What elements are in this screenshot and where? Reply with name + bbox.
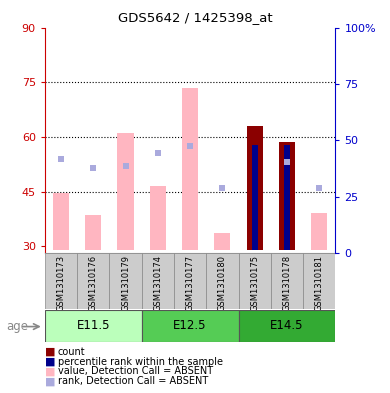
Text: ■: ■ <box>45 356 55 367</box>
Text: GSM1310181: GSM1310181 <box>315 255 324 311</box>
Text: E14.5: E14.5 <box>270 319 304 332</box>
Bar <box>110 253 142 309</box>
Text: E11.5: E11.5 <box>76 319 110 332</box>
Text: count: count <box>58 347 85 357</box>
Bar <box>206 253 239 309</box>
Bar <box>77 253 110 309</box>
Bar <box>174 253 206 309</box>
Text: GSM1310175: GSM1310175 <box>250 255 259 311</box>
Text: GSM1310173: GSM1310173 <box>57 255 66 311</box>
Text: E12.5: E12.5 <box>174 319 207 332</box>
Text: GSM1310176: GSM1310176 <box>89 255 98 311</box>
Bar <box>142 253 174 309</box>
Bar <box>252 145 257 250</box>
Bar <box>303 253 335 309</box>
Text: GSM1310180: GSM1310180 <box>218 255 227 311</box>
Text: GSM1310177: GSM1310177 <box>186 255 195 311</box>
Text: ■: ■ <box>45 366 55 376</box>
Bar <box>311 213 327 250</box>
Text: ■: ■ <box>45 376 55 386</box>
Bar <box>215 233 230 250</box>
Bar <box>150 186 166 250</box>
Bar <box>53 193 69 250</box>
Bar <box>117 133 134 250</box>
Text: ■: ■ <box>45 347 55 357</box>
Text: value, Detection Call = ABSENT: value, Detection Call = ABSENT <box>58 366 213 376</box>
Bar <box>284 145 290 250</box>
Text: GDS5642 / 1425398_at: GDS5642 / 1425398_at <box>118 11 272 24</box>
Bar <box>246 126 263 250</box>
Bar <box>279 142 295 250</box>
Bar <box>142 310 239 342</box>
Bar <box>271 253 303 309</box>
Text: GSM1310179: GSM1310179 <box>121 255 130 311</box>
Bar <box>182 88 198 250</box>
Bar <box>45 253 77 309</box>
Text: age: age <box>6 320 28 333</box>
Bar <box>85 215 101 250</box>
Text: GSM1310174: GSM1310174 <box>153 255 162 311</box>
Text: rank, Detection Call = ABSENT: rank, Detection Call = ABSENT <box>58 376 208 386</box>
Bar <box>45 310 142 342</box>
Text: GSM1310178: GSM1310178 <box>282 255 291 311</box>
Bar <box>239 310 335 342</box>
Text: percentile rank within the sample: percentile rank within the sample <box>58 356 223 367</box>
Bar <box>239 253 271 309</box>
